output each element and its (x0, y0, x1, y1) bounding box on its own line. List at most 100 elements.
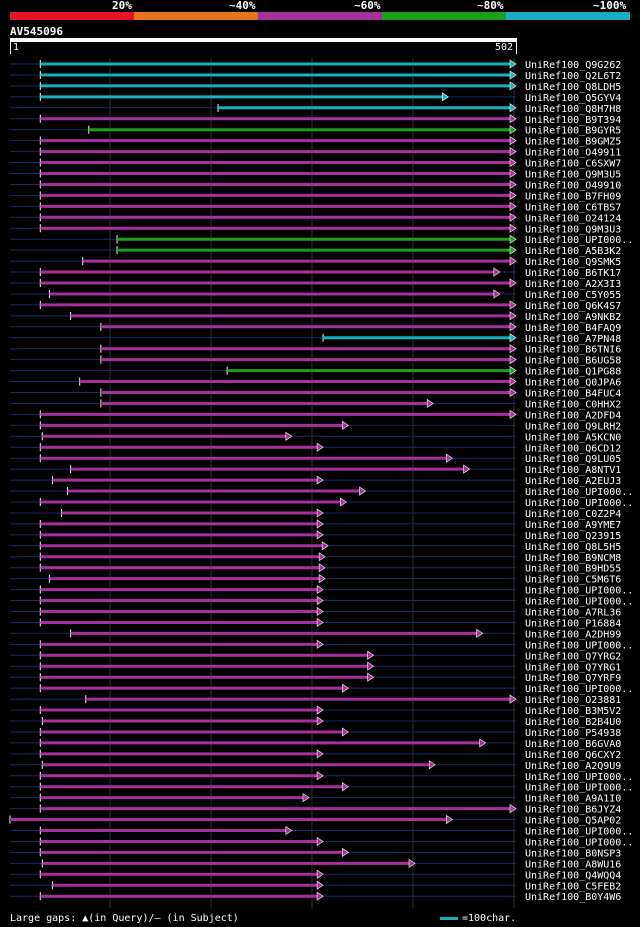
hit-row[interactable]: UniRef100_B9T394 (10, 114, 621, 126)
hit-label[interactable]: UniRef100_UPI000.. (525, 597, 633, 608)
hit-label[interactable]: UniRef100_UPI000.. (525, 487, 633, 498)
hit-label[interactable]: UniRef100_A2EUJ3 (525, 476, 621, 487)
hit-row[interactable]: UniRef100_UPI000.. (10, 639, 633, 651)
hit-row[interactable]: UniRef100_B9GMZ5 (10, 136, 621, 148)
hit-label[interactable]: UniRef100_A2DH99 (525, 629, 621, 640)
hit-label[interactable]: UniRef100_C0HHX2 (525, 399, 621, 410)
hit-label[interactable]: UniRef100_Q7YRG2 (525, 651, 621, 662)
hit-row[interactable]: UniRef100_B4FUC4 (10, 387, 621, 400)
hit-row[interactable]: UniRef100_O24124 (10, 212, 621, 224)
hit-row[interactable]: UniRef100_Q9M3U3 (10, 223, 621, 235)
hit-row[interactable]: UniRef100_UPI000.. (10, 497, 633, 509)
hit-row[interactable]: UniRef100_Q5AP02 (9, 814, 621, 827)
hit-label[interactable]: UniRef100_B9NCM8 (525, 553, 621, 564)
hit-row[interactable]: UniRef100_B0NSP3 (10, 847, 621, 859)
hit-label[interactable]: UniRef100_A8NTV1 (525, 465, 621, 476)
hit-label[interactable]: UniRef100_A9NKB2 (525, 312, 621, 323)
hit-row[interactable]: UniRef100_A9NKB2 (10, 311, 621, 323)
hit-label[interactable]: UniRef100_Q6K4S7 (525, 301, 621, 312)
hit-label[interactable]: UniRef100_C5FEB2 (525, 881, 621, 892)
hit-label[interactable]: UniRef100_B4FUC4 (525, 389, 621, 400)
hit-row[interactable]: UniRef100_Q6CD12 (10, 442, 621, 454)
hit-label[interactable]: UniRef100_B4FAQ9 (525, 323, 621, 334)
hit-row[interactable]: UniRef100_Q9SMK5 (10, 256, 621, 268)
hit-label[interactable]: UniRef100_Q7YRF9 (525, 673, 621, 684)
hit-label[interactable]: UniRef100_A7RL36 (525, 608, 621, 619)
hit-label[interactable]: UniRef100_B0Y4W6 (525, 892, 621, 903)
hit-row[interactable]: UniRef100_B9GYR5 (10, 125, 621, 137)
hit-label[interactable]: UniRef100_P16884 (525, 618, 621, 629)
hit-label[interactable]: UniRef100_UPI000.. (525, 586, 633, 597)
hit-label[interactable]: UniRef100_Q8L5H5 (525, 542, 621, 553)
hit-label[interactable]: UniRef100_O49910 (525, 180, 621, 191)
hit-row[interactable]: UniRef100_Q7YRF9 (10, 672, 621, 684)
hit-label[interactable]: UniRef100_UPI000.. (525, 640, 633, 651)
hit-label[interactable]: UniRef100_Q8LDH5 (525, 82, 621, 93)
hit-label[interactable]: UniRef100_B9GMZ5 (525, 137, 621, 148)
hit-row[interactable]: UniRef100_Q9M3U5 (10, 168, 621, 181)
hit-row[interactable]: UniRef100_C0Z2P4 (10, 508, 621, 520)
hit-row[interactable]: UniRef100_Q8L5H5 (10, 541, 621, 553)
hit-row[interactable]: UniRef100_UPI000.. (10, 825, 633, 838)
hit-row[interactable]: UniRef100_C6TBS7 (10, 201, 621, 213)
hit-row[interactable]: UniRef100_A9A1I0 (10, 793, 621, 805)
hit-label[interactable]: UniRef100_Q9M3U3 (525, 224, 621, 235)
hit-label[interactable]: UniRef100_A5B3K2 (525, 246, 621, 257)
hit-row[interactable]: UniRef100_C6SXW7 (10, 157, 621, 170)
hit-row[interactable]: UniRef100_B6TK17 (10, 267, 621, 279)
hit-row[interactable]: UniRef100_UPI000.. (10, 486, 633, 498)
hit-row[interactable]: UniRef100_UPI000.. (10, 782, 633, 794)
hit-row[interactable]: UniRef100_UPI000.. (10, 595, 633, 608)
hit-row[interactable]: UniRef100_A2Q9U9 (10, 760, 621, 772)
hit-row[interactable]: UniRef100_UPI000.. (10, 683, 633, 695)
hit-label[interactable]: UniRef100_A2Q9U9 (525, 761, 621, 772)
hit-label[interactable]: UniRef100_A9YME7 (525, 520, 621, 531)
hit-row[interactable]: UniRef100_UPI000.. (10, 585, 633, 597)
hit-label[interactable]: UniRef100_B3M5V2 (525, 706, 621, 717)
hit-row[interactable]: UniRef100_Q4WQQ4 (10, 869, 621, 881)
hit-label[interactable]: UniRef100_Q9G262 (525, 60, 621, 71)
hit-label[interactable]: UniRef100_A8WU16 (525, 859, 621, 870)
hit-row[interactable]: UniRef100_Q0JPA6 (10, 376, 621, 389)
hit-row[interactable]: UniRef100_B6TNI6 (10, 344, 621, 356)
hit-label[interactable]: UniRef100_A2DFD4 (525, 410, 621, 421)
hit-row[interactable]: UniRef100_Q9G262 (10, 59, 621, 71)
hit-row[interactable]: UniRef100_B0Y4W6 (10, 891, 621, 903)
hit-row[interactable]: UniRef100_UPI000.. (10, 234, 633, 246)
hit-label[interactable]: UniRef100_Q6CD12 (525, 443, 621, 454)
hit-row[interactable]: UniRef100_Q8H7H8 (10, 103, 621, 115)
hit-label[interactable]: UniRef100_P54938 (525, 728, 621, 739)
hit-label[interactable]: UniRef100_A2X3I3 (525, 279, 621, 290)
hit-row[interactable]: UniRef100_A7RL36 (10, 606, 621, 619)
hit-label[interactable]: UniRef100_UPI000.. (525, 827, 633, 838)
hit-label[interactable]: UniRef100_B6TNI6 (525, 345, 621, 356)
hit-row[interactable]: UniRef100_Q7YRG2 (10, 650, 621, 662)
hit-row[interactable]: UniRef100_A5KCN0 (10, 431, 621, 443)
hit-row[interactable]: UniRef100_B9HD55 (10, 563, 621, 575)
hit-label[interactable]: UniRef100_B6JYZ4 (525, 805, 621, 816)
hit-row[interactable]: UniRef100_P16884 (10, 617, 621, 629)
hit-row[interactable]: UniRef100_A8WU16 (10, 858, 621, 870)
hit-row[interactable]: UniRef100_B3M5V2 (10, 705, 621, 717)
hit-label[interactable]: UniRef100_Q2L6T2 (525, 71, 621, 82)
hit-label[interactable]: UniRef100_C5Y055 (525, 290, 621, 301)
hit-label[interactable]: UniRef100_A7PN48 (525, 334, 621, 345)
hit-row[interactable]: UniRef100_Q9LRH2 (10, 420, 621, 432)
hit-row[interactable]: UniRef100_B9NCM8 (10, 552, 621, 564)
hit-row[interactable]: UniRef100_Q2L6T2 (10, 70, 621, 82)
hit-label[interactable]: UniRef100_Q4WQQ4 (525, 870, 621, 881)
hit-row[interactable]: UniRef100_P54938 (10, 727, 621, 739)
hit-row[interactable]: UniRef100_UPI000.. (10, 836, 633, 848)
hit-label[interactable]: UniRef100_A5KCN0 (525, 432, 621, 443)
hit-label[interactable]: UniRef100_O23881 (525, 695, 621, 706)
hit-row[interactable]: UniRef100_C5FEB2 (10, 880, 621, 892)
hit-label[interactable]: UniRef100_B6GVA0 (525, 739, 621, 750)
hit-row[interactable]: UniRef100_A2DFD4 (10, 409, 621, 421)
hit-label[interactable]: UniRef100_O49911 (525, 148, 621, 159)
hit-row[interactable]: UniRef100_Q1PG88 (10, 366, 621, 378)
hit-row[interactable]: UniRef100_A2DH99 (10, 628, 621, 640)
hit-row[interactable]: UniRef100_B6JYZ4 (10, 804, 621, 816)
hit-label[interactable]: UniRef100_UPI000.. (525, 684, 633, 695)
hit-label[interactable]: UniRef100_B6UG58 (525, 356, 621, 367)
hit-row[interactable]: UniRef100_B6UG58 (10, 355, 621, 367)
